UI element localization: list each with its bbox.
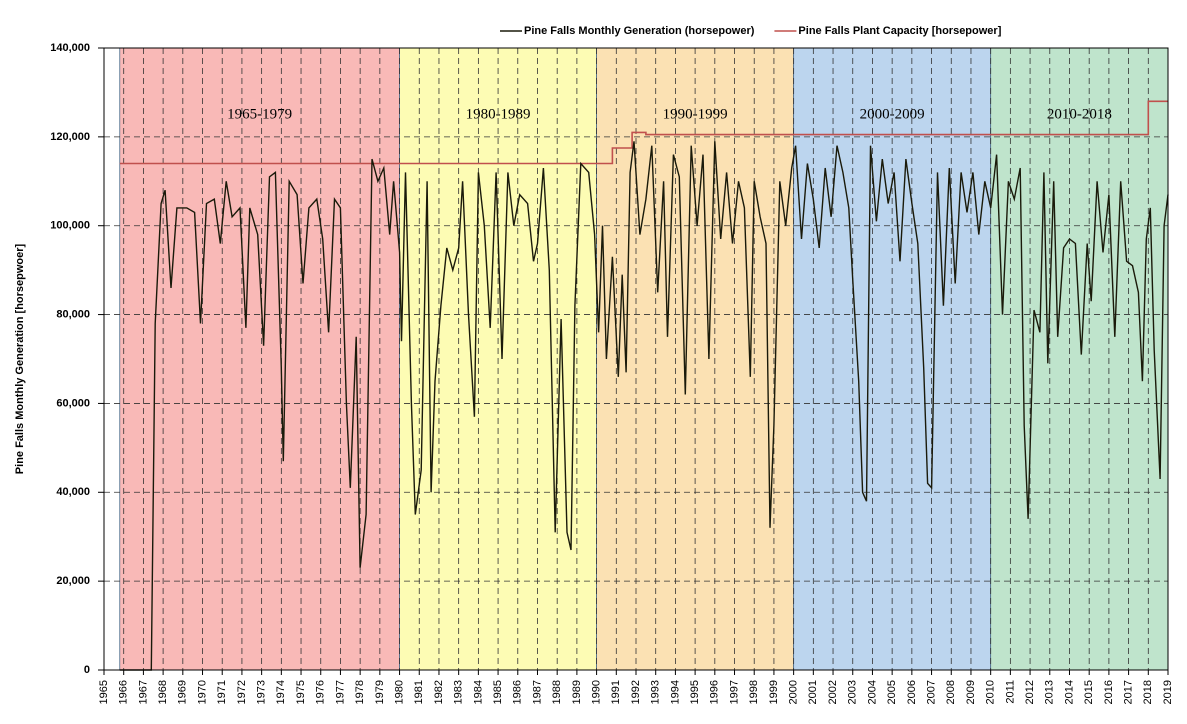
x-tick-label: 1999 <box>768 680 780 704</box>
period-label: 1980-1989 <box>466 106 531 122</box>
x-tick-label: 1975 <box>295 680 307 704</box>
x-tick-label: 2011 <box>1004 680 1016 704</box>
x-tick-label: 1977 <box>334 680 346 704</box>
y-tick-label: 120,000 <box>50 131 90 143</box>
x-tick-label: 2012 <box>1024 680 1036 704</box>
x-tick-label: 1986 <box>512 680 524 704</box>
y-tick-label: 0 <box>84 664 90 676</box>
x-tick-label: 1996 <box>709 680 721 704</box>
x-tick-label: 1985 <box>492 680 504 704</box>
x-tick-label: 1965 <box>98 680 110 704</box>
x-tick-label: 1981 <box>413 680 425 704</box>
x-tick-label: 2007 <box>925 680 937 704</box>
x-tick-label: 1988 <box>551 680 563 704</box>
y-tick-label: 40,000 <box>56 486 90 498</box>
x-tick-label: 1979 <box>374 680 386 704</box>
x-tick-label: 1994 <box>669 680 681 704</box>
x-tick-label: 2000 <box>788 680 800 704</box>
x-tick-label: 2013 <box>1044 680 1056 704</box>
x-tick-label: 2019 <box>1162 680 1174 704</box>
x-tick-label: 1972 <box>236 680 248 704</box>
period-label: 2010-2018 <box>1047 106 1112 122</box>
x-tick-label: 1984 <box>472 680 484 704</box>
legend-label: Pine Falls Monthly Generation (horsepowe… <box>524 25 755 37</box>
plot-frame <box>103 47 1169 671</box>
x-tick-label: 1976 <box>315 680 327 704</box>
x-tick-label: 2015 <box>1083 680 1095 704</box>
x-tick-label: 1966 <box>118 680 130 704</box>
x-tick-label: 1989 <box>571 680 583 704</box>
y-tick-label: 100,000 <box>50 220 90 232</box>
x-tick-label: 2006 <box>906 680 918 704</box>
period-label: 1965-1979 <box>227 106 292 122</box>
x-tick-label: 2003 <box>847 680 859 704</box>
x-tick-label: 2008 <box>945 680 957 704</box>
x-tick-label: 1991 <box>610 680 622 704</box>
x-tick-label: 1987 <box>531 680 543 704</box>
x-tick-label: 1982 <box>433 680 445 704</box>
x-tick-label: 1970 <box>196 680 208 704</box>
x-tick-label: 2010 <box>985 680 997 704</box>
x-tick-label: 2018 <box>1142 680 1154 704</box>
x-tick-label: 2001 <box>807 680 819 704</box>
x-tick-label: 1995 <box>689 680 701 704</box>
x-tick-label: 1990 <box>590 680 602 704</box>
x-tick-label: 2014 <box>1063 680 1075 704</box>
x-tick-label: 1993 <box>650 680 662 704</box>
x-tick-label: 2004 <box>866 680 878 704</box>
period-label: 1990-1999 <box>663 106 728 122</box>
x-tick-label: 1974 <box>275 680 287 704</box>
x-tick-label: 1992 <box>630 680 642 704</box>
legend-label: Pine Falls Plant Capacity [horsepower] <box>798 25 1001 37</box>
x-tick-label: 1998 <box>748 680 760 704</box>
series-line <box>119 100 1168 165</box>
y-axis-label: Pine Falls Monthly Generation [horsepwoe… <box>14 243 26 474</box>
y-tick-label: 80,000 <box>56 308 90 320</box>
x-tick-label: 1967 <box>137 680 149 704</box>
y-tick-label: 140,000 <box>50 42 90 54</box>
x-tick-label: 1997 <box>728 680 740 704</box>
x-tick-label: 2009 <box>965 680 977 704</box>
period-band <box>990 47 1169 671</box>
x-tick-label: 2016 <box>1103 680 1115 704</box>
y-tick-label: 60,000 <box>56 397 90 409</box>
x-tick-label: 1983 <box>453 680 465 704</box>
y-tick-label: 20,000 <box>56 575 90 587</box>
series-line <box>119 141 1169 671</box>
x-tick-label: 1969 <box>177 680 189 704</box>
period-band <box>119 47 400 671</box>
x-tick-label: 1968 <box>157 680 169 704</box>
x-tick-label: 1971 <box>216 680 228 704</box>
x-tick-label: 1980 <box>393 680 405 704</box>
x-tick-label: 2017 <box>1122 680 1134 704</box>
period-label: 2000-2009 <box>860 106 925 122</box>
x-tick-label: 2002 <box>827 680 839 704</box>
x-tick-label: 2005 <box>886 680 898 704</box>
x-tick-label: 1978 <box>354 680 366 704</box>
x-tick-label: 1973 <box>256 680 268 704</box>
